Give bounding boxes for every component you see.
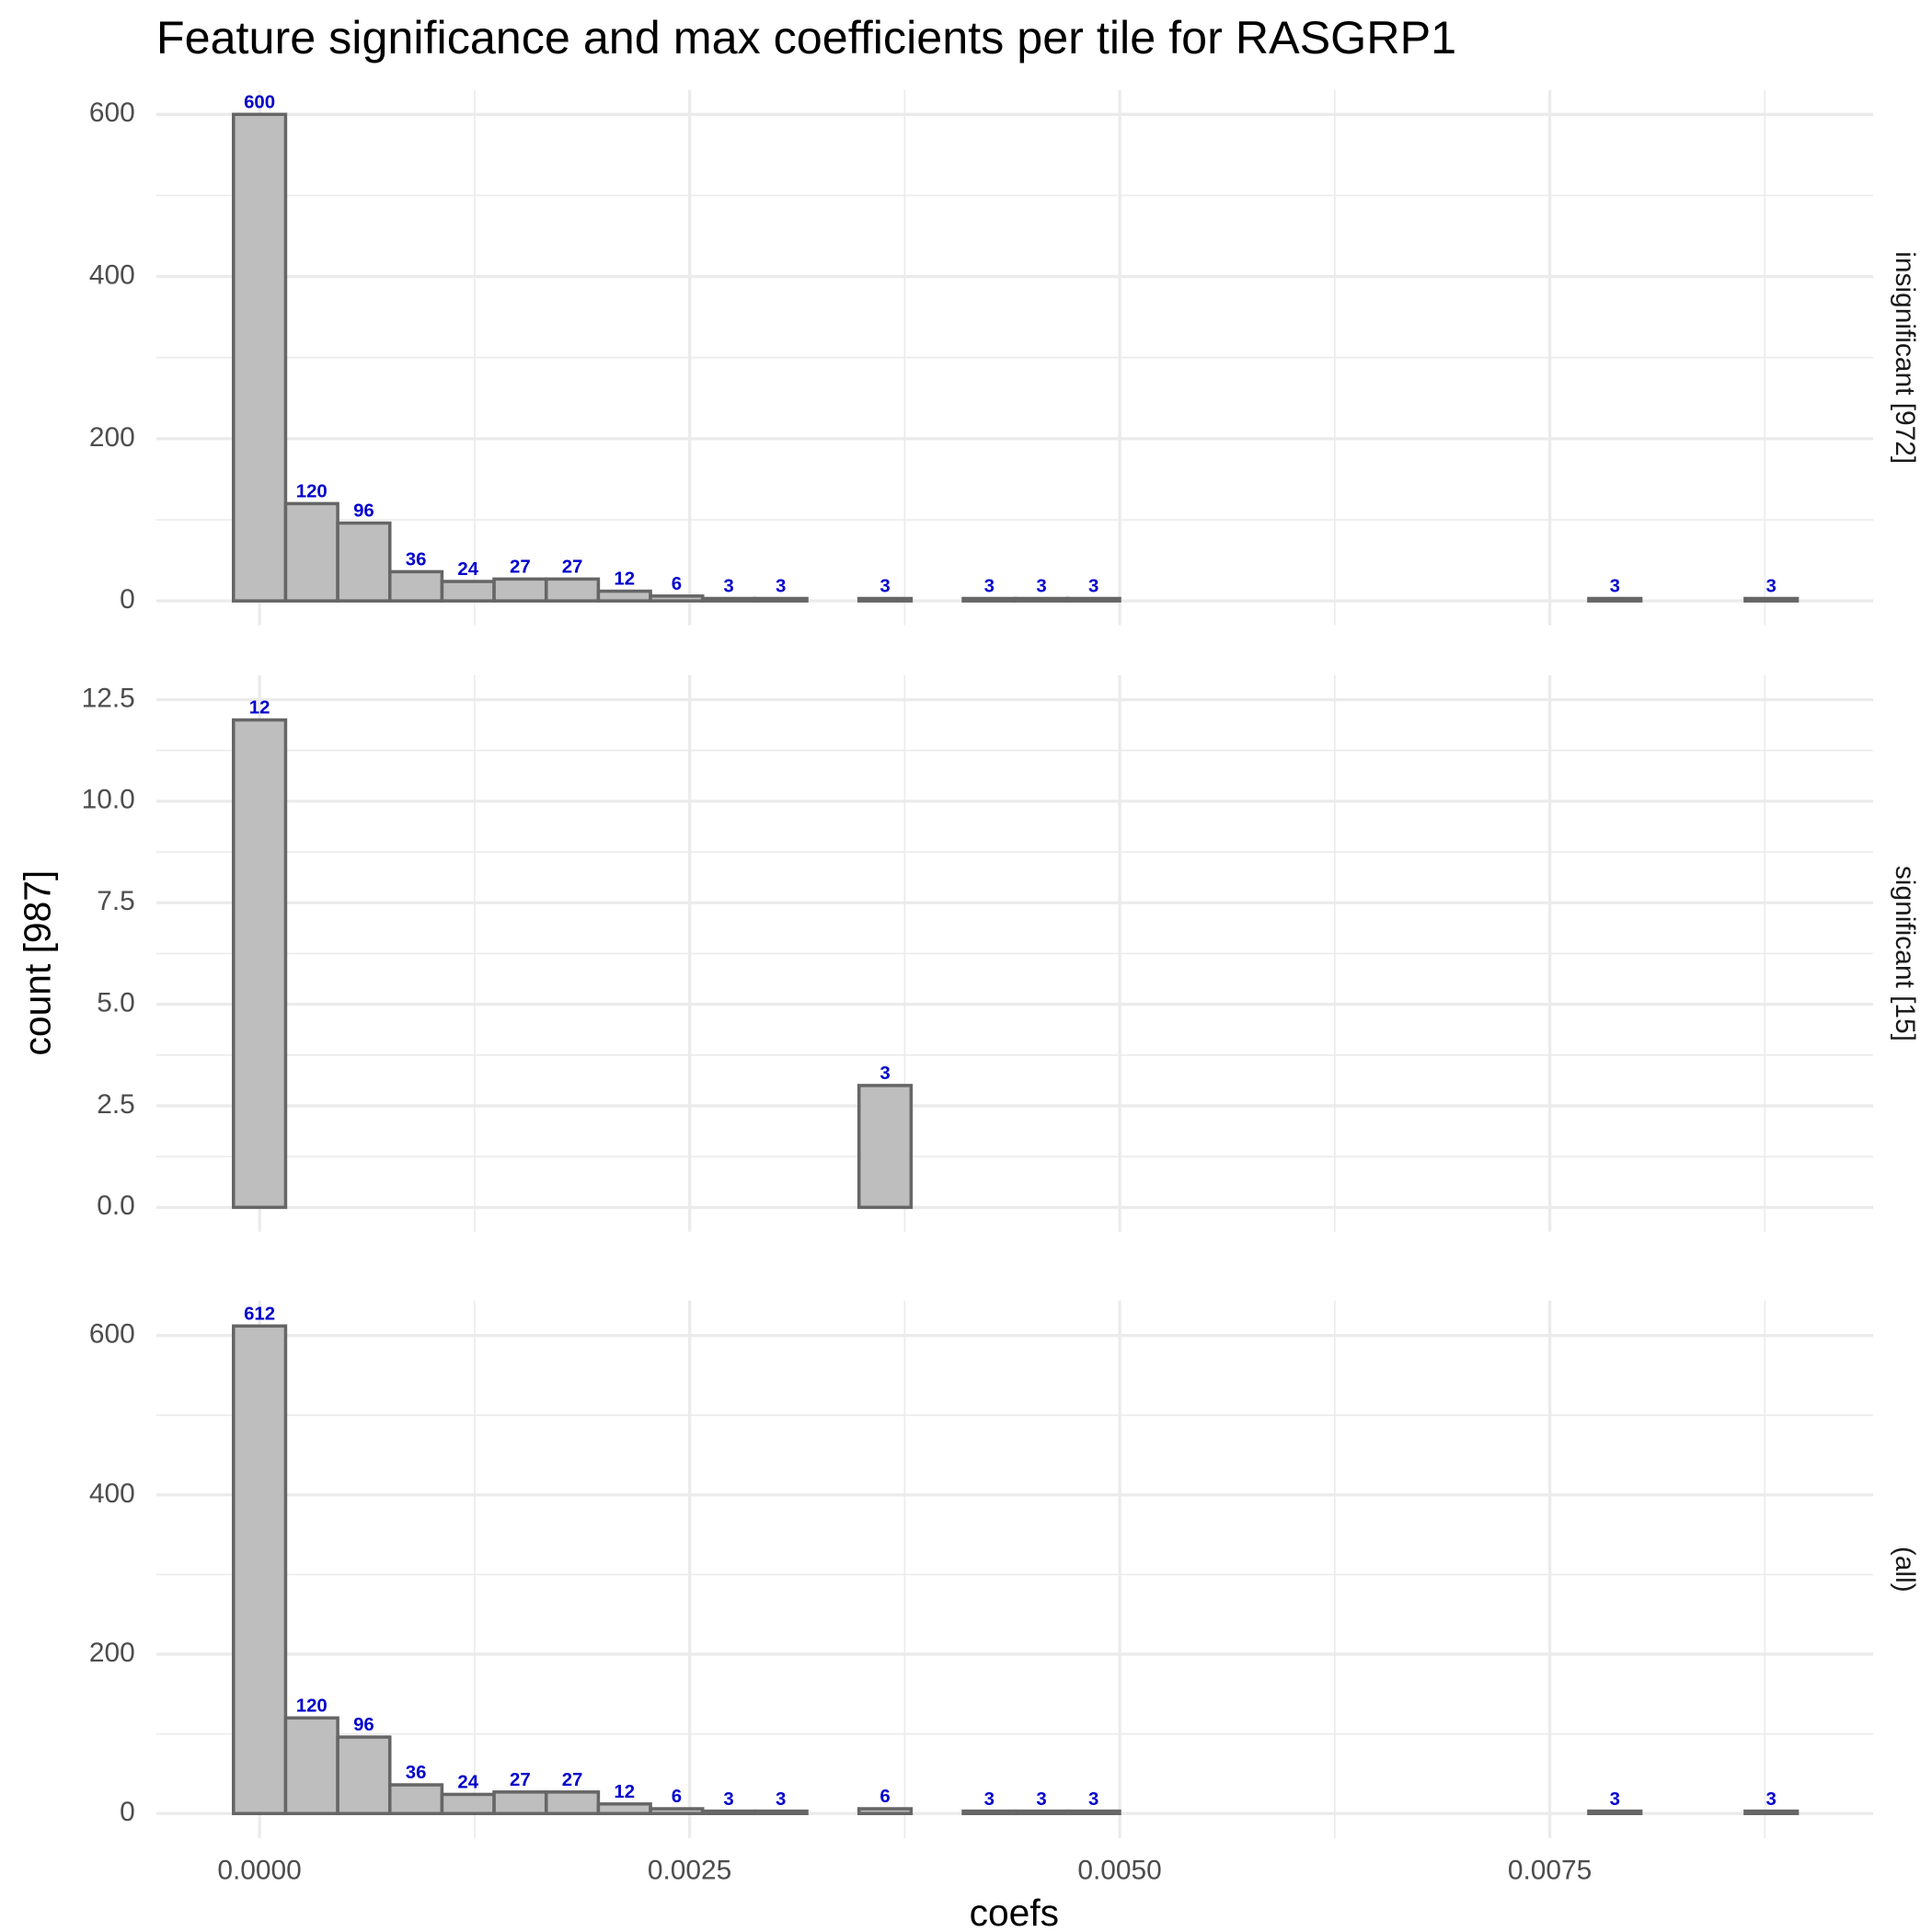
data-label: 6 — [672, 574, 682, 594]
bar — [387, 1783, 444, 1815]
bar — [1587, 596, 1643, 603]
data-label: 12 — [614, 569, 635, 590]
data-label: 3 — [1036, 1789, 1046, 1810]
bar — [1743, 1809, 1800, 1815]
y-tick-label: 7.5 — [97, 886, 135, 916]
bar — [649, 1807, 705, 1815]
y-tick-label: 600 — [89, 1319, 135, 1350]
y-tick-label: 0 — [120, 1797, 135, 1827]
data-label: 12 — [614, 1782, 635, 1802]
bar — [1743, 596, 1800, 603]
data-label: 120 — [296, 482, 328, 502]
bar — [1013, 596, 1070, 603]
data-label: 3 — [1610, 1789, 1620, 1810]
data-label: 24 — [457, 559, 478, 580]
y-tick-label: 12.5 — [82, 683, 135, 713]
bar — [1065, 596, 1121, 603]
data-label: 3 — [880, 577, 890, 597]
y-tick-label: 400 — [89, 259, 135, 290]
bar — [232, 718, 288, 1210]
y-tick-label: 5.0 — [97, 987, 135, 1018]
data-label: 120 — [296, 1696, 328, 1716]
y-tick-label: 200 — [89, 1638, 135, 1668]
data-label: 600 — [244, 92, 275, 112]
bar — [857, 1084, 914, 1210]
bar — [700, 596, 757, 603]
facet-label: insignificant [972] — [1890, 251, 1920, 464]
y-tick-label: 10.0 — [82, 785, 135, 815]
bar — [336, 521, 392, 603]
bar — [283, 1716, 339, 1815]
bar — [387, 569, 444, 603]
data-label: 6 — [672, 1787, 682, 1807]
data-label: 612 — [244, 1304, 275, 1324]
data-label: 3 — [776, 1789, 786, 1810]
facet-label: (all) — [1890, 1547, 1920, 1593]
bar — [753, 1809, 809, 1815]
bar — [336, 1735, 392, 1815]
data-label: 3 — [984, 577, 995, 597]
bar — [492, 1790, 548, 1815]
bar — [961, 596, 1018, 603]
data-label: 96 — [353, 501, 374, 522]
y-tick-label: 0.0 — [97, 1190, 135, 1221]
y-tick-label: 0 — [120, 584, 135, 615]
facet-label: significant [15] — [1890, 866, 1920, 1041]
y-tick-label: 600 — [89, 98, 135, 128]
data-label: 24 — [457, 1773, 478, 1793]
bar — [700, 1809, 757, 1815]
x-axis-label: coefs — [970, 1892, 1059, 1932]
data-label: 3 — [776, 577, 786, 597]
y-axis-label: count [987] — [16, 870, 58, 1056]
data-label: 12 — [249, 698, 270, 719]
bar — [857, 596, 914, 603]
y-tick-label: 200 — [89, 422, 135, 453]
x-tick-label: 0.0050 — [1077, 1856, 1161, 1886]
data-label: 6 — [880, 1787, 890, 1807]
data-label: 3 — [880, 1064, 890, 1084]
data-label: 27 — [510, 1770, 531, 1790]
bar — [492, 577, 548, 603]
data-label: 3 — [984, 1789, 995, 1810]
chart-title: Feature significance and max coefficient… — [156, 11, 1456, 63]
bar — [1587, 1809, 1643, 1815]
data-label: 36 — [406, 1763, 427, 1783]
data-label: 3 — [1766, 577, 1777, 597]
x-tick-label: 0.0075 — [1508, 1856, 1592, 1886]
bar — [440, 1792, 496, 1815]
data-label: 3 — [723, 577, 733, 597]
data-label: 3 — [1610, 577, 1620, 597]
bar — [961, 1809, 1018, 1815]
data-label: 3 — [1766, 1789, 1777, 1810]
data-label: 27 — [510, 558, 531, 578]
data-label: 96 — [353, 1715, 374, 1735]
bar — [753, 596, 809, 603]
y-tick-label: 400 — [89, 1478, 135, 1509]
bar — [232, 112, 288, 603]
bar — [440, 580, 496, 603]
bar — [596, 1802, 652, 1815]
bar — [283, 501, 339, 603]
data-label: 3 — [723, 1789, 733, 1810]
bar — [544, 577, 601, 603]
bar — [544, 1790, 601, 1815]
bar — [857, 1807, 914, 1815]
bar — [1065, 1809, 1121, 1815]
bar — [649, 594, 705, 603]
data-label: 3 — [1088, 577, 1098, 597]
data-label: 3 — [1088, 1789, 1098, 1810]
data-label: 3 — [1036, 577, 1046, 597]
x-tick-label: 0.0000 — [217, 1856, 301, 1886]
x-tick-label: 0.0025 — [648, 1856, 731, 1886]
bar — [232, 1324, 288, 1815]
data-label: 36 — [406, 550, 427, 570]
data-label: 27 — [562, 558, 583, 578]
bar — [1013, 1809, 1070, 1815]
bar — [596, 589, 652, 603]
y-tick-label: 2.5 — [97, 1089, 135, 1120]
data-label: 27 — [562, 1770, 583, 1790]
